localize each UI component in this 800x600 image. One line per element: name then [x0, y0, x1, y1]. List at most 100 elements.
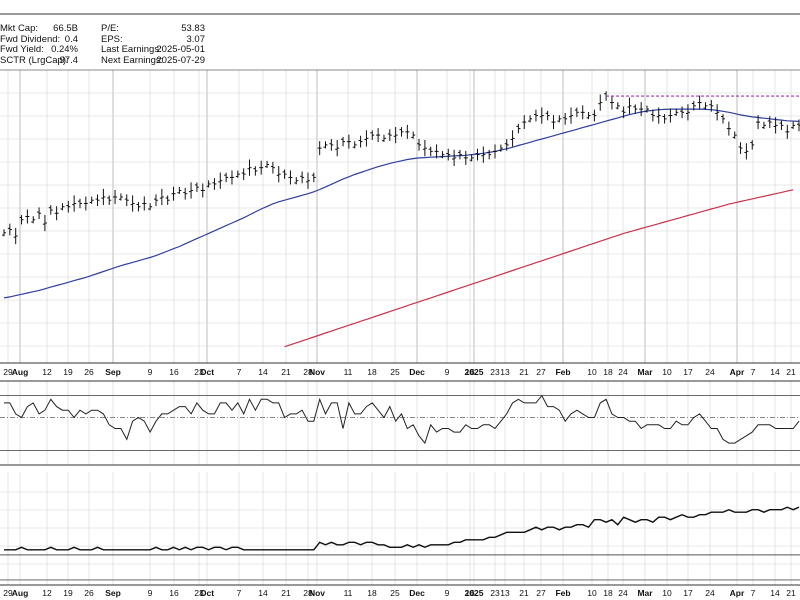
price-bar: [592, 109, 597, 122]
price-bar: [428, 146, 433, 157]
axis-tick-label: 12: [42, 588, 52, 598]
price-bar: [142, 196, 147, 211]
price-bar: [387, 129, 392, 141]
price-bar: [183, 187, 188, 200]
stat-row: Fwd Dividend: 0.4 EPS: 3.07: [0, 34, 210, 46]
axis-tick-label: Feb: [555, 367, 570, 377]
price-bar: [539, 107, 544, 124]
price-bar: [118, 193, 123, 201]
price-bar: [779, 120, 784, 131]
axis-tick-label: 19: [63, 588, 73, 598]
price-bar: [259, 160, 264, 175]
stat-label: Fwd Yield:: [0, 44, 44, 55]
axis-tick-label: 27: [536, 588, 546, 598]
price-bar: [528, 115, 533, 123]
price-bar: [481, 146, 486, 163]
axis-tick-label: Aug: [12, 588, 29, 598]
axis-tick-label: 11: [344, 367, 353, 377]
axis-tick-label: Feb: [555, 588, 570, 598]
axis-tick-label: 7: [751, 588, 756, 598]
price-bar: [206, 180, 211, 188]
axis-tick-label: 21: [281, 367, 291, 377]
price-bar: [452, 149, 457, 167]
axis-tick-label: 2025: [465, 588, 484, 598]
stat-row: Fwd Yield: 0.24% Last Earnings: 2025-05-…: [0, 44, 210, 56]
price-bar: [2, 229, 6, 237]
axis-tick-label: 24: [618, 367, 628, 377]
price-bar: [153, 194, 158, 207]
price-bar: [177, 186, 182, 195]
price-bar: [656, 107, 661, 124]
axis-tick-label: Apr: [730, 367, 745, 377]
price-bar: [288, 170, 293, 185]
axis-tick-label: 16: [465, 367, 475, 377]
price-bar: [498, 144, 503, 152]
price-bar: [645, 105, 650, 113]
axis-tick-label: 18: [603, 367, 613, 377]
axis-tick-label: 19: [63, 367, 73, 377]
axis-tick-label: 12: [42, 367, 52, 377]
price-bar: [341, 136, 346, 147]
ma-long-line: [284, 189, 794, 348]
axis-tick-label: 23: [194, 588, 204, 598]
price-bar: [510, 130, 515, 147]
price-bar: [633, 104, 638, 114]
price-bar: [77, 198, 82, 209]
axis-tick-label: Sep: [105, 588, 121, 598]
axis-tick-label: 29: [3, 367, 13, 377]
axis-tick-label: 18: [603, 588, 613, 598]
price-bar: [685, 104, 690, 121]
price-bar: [352, 141, 357, 149]
oscillator-panel: [0, 380, 800, 466]
price-bar: [48, 205, 53, 215]
price-bar: [422, 139, 427, 157]
price-bar: [609, 95, 614, 110]
price-bar: [621, 106, 626, 119]
price-bar: [311, 172, 316, 183]
price-bar: [212, 178, 217, 190]
axis-tick-label: 28: [303, 367, 313, 377]
price-bar: [703, 102, 708, 110]
price-bar: [463, 150, 468, 165]
price-panel: [0, 13, 800, 364]
axis-tick-label: Sep: [105, 367, 121, 377]
price-bar: [294, 177, 299, 185]
axis-tick-label: 14: [258, 367, 268, 377]
stat-label: SCTR (LrgCap):: [0, 54, 69, 66]
price-bar: [761, 121, 766, 129]
price-bar: [709, 99, 714, 112]
axis-tick-label: 25: [390, 588, 400, 598]
price-bar: [791, 121, 796, 129]
axis-tick-label: 16: [169, 588, 179, 598]
axis-tick-label: 27: [536, 367, 546, 377]
price-bar: [551, 115, 556, 130]
price-bar: [165, 195, 170, 205]
axis-tick-label: 21: [281, 588, 291, 598]
price-bar: [697, 95, 702, 110]
price-bar: [732, 131, 737, 139]
price-bar: [767, 116, 772, 128]
price-bar: [674, 108, 679, 116]
axis-tick-label: 14: [258, 588, 268, 598]
stat-value: 2025-05-01: [156, 44, 205, 55]
axis-tick-label: 9: [445, 588, 450, 598]
price-bar: [265, 160, 270, 168]
price-bar: [586, 111, 591, 120]
price-bar: [557, 115, 562, 123]
axis-tick-label: 26: [84, 588, 94, 598]
price-bar: [744, 143, 749, 160]
stat-value: 0.24%: [51, 44, 78, 55]
stat-value: 53.83: [181, 23, 205, 34]
axis-tick-label: 28: [303, 588, 313, 598]
oscillator-line: [4, 394, 800, 445]
price-bar: [726, 121, 731, 136]
price-bar: [107, 195, 112, 205]
price-bar: [7, 223, 12, 236]
axis-tick-label: 17: [683, 367, 693, 377]
price-bar: [37, 207, 42, 220]
axis-tick-label: 16: [169, 367, 179, 377]
price-bar: [457, 149, 462, 160]
